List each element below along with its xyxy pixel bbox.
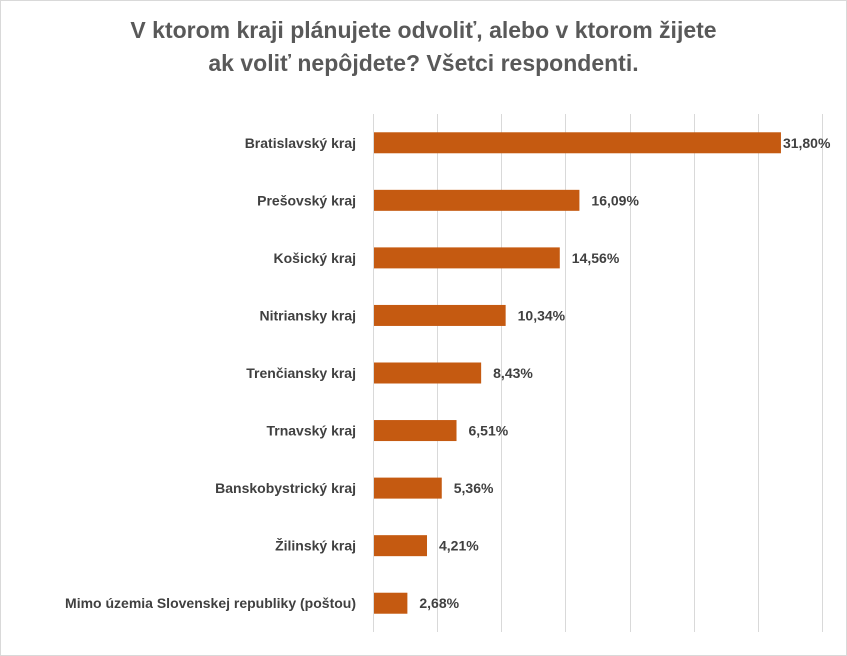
data-label: 10,34% bbox=[518, 307, 566, 323]
data-label: 5,36% bbox=[454, 480, 494, 496]
category-label: Mimo územia Slovenskej republiky (poštou… bbox=[65, 595, 356, 611]
bar bbox=[374, 132, 781, 154]
category-label: Prešovský kraj bbox=[257, 192, 356, 208]
bar bbox=[374, 304, 506, 326]
chart-title-line-1: V ktorom kraji plánujete odvoliť, alebo … bbox=[130, 17, 717, 43]
data-label: 2,68% bbox=[419, 595, 459, 611]
data-label: 31,80% bbox=[783, 135, 831, 151]
category-label: Žilinský kraj bbox=[275, 537, 356, 554]
category-label: Trnavský kraj bbox=[266, 423, 356, 439]
bar bbox=[374, 477, 442, 499]
bar bbox=[374, 592, 408, 614]
bar bbox=[374, 247, 560, 269]
chart-title: V ktorom kraji plánujete odvoliť, alebo … bbox=[0, 14, 847, 80]
chart-title-line-2: ak voliť nepôjdete? Všetci respondenti. bbox=[208, 50, 639, 76]
category-label: Banskobystrický kraj bbox=[215, 480, 356, 496]
bar bbox=[374, 189, 580, 211]
bars bbox=[374, 132, 781, 614]
data-label: 6,51% bbox=[469, 423, 509, 439]
bar bbox=[374, 362, 482, 384]
category-label: Nitriansky kraj bbox=[260, 307, 357, 323]
data-label: 14,56% bbox=[572, 250, 620, 266]
bar bbox=[374, 420, 457, 442]
data-label: 16,09% bbox=[591, 192, 639, 208]
category-label: Bratislavský kraj bbox=[245, 135, 356, 151]
labels: Bratislavský kraj 31,80% Prešovský kraj 16,… bbox=[65, 135, 831, 611]
data-label: 8,43% bbox=[493, 365, 533, 381]
category-label: Trenčiansky kraj bbox=[246, 365, 356, 381]
category-label: Košický kraj bbox=[274, 250, 357, 266]
data-label: 4,21% bbox=[439, 538, 479, 554]
bar bbox=[374, 535, 428, 557]
